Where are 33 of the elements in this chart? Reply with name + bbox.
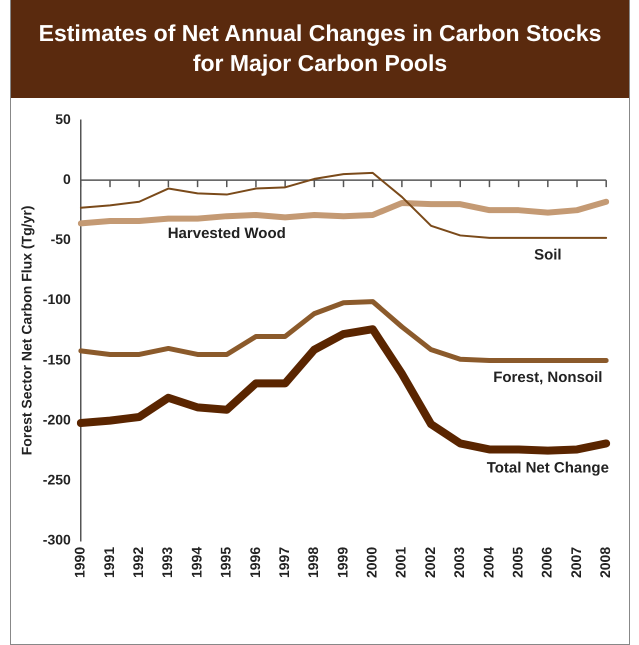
x-tick-label: 2007: [568, 546, 584, 578]
x-tick-label: 1993: [159, 546, 176, 578]
x-tick-label: 1997: [276, 546, 292, 578]
y-axis-title: Forest Sector Net Carbon Flux (Tg/yr): [18, 206, 34, 456]
x-tick-label: 1991: [100, 546, 117, 578]
x-tick-label: 1999: [334, 546, 350, 578]
x-tick-label: 2001: [392, 546, 409, 578]
x-tick-label: 2004: [480, 546, 496, 578]
y-tick-label: -50: [50, 231, 72, 248]
x-tick-label: 2002: [422, 546, 438, 578]
series-label: Soil: [534, 246, 562, 264]
y-tick-label: 50: [55, 110, 72, 127]
x-tick-label: 1995: [218, 546, 234, 578]
y-tick-label: -200: [42, 411, 72, 428]
x-tick-label: 2006: [538, 546, 555, 578]
series-label: Forest, Nonsoil: [493, 369, 602, 386]
y-tick-label: -250: [42, 472, 72, 488]
x-tick-label: 2005: [509, 546, 526, 578]
x-tick-label: 1990: [72, 546, 88, 578]
x-tick-label: 1996: [246, 546, 263, 578]
series-label: Total Net Change: [486, 459, 609, 476]
x-tick-label: 1994: [188, 546, 204, 578]
chart-title: Estimates of Net Annual Changes in Carbon Stocks for Major Carbon Pools: [11, 0, 629, 98]
y-tick-label: 0: [63, 170, 72, 187]
y-tick-label: -100: [42, 291, 72, 308]
series-label: Harvested Wood: [168, 224, 286, 242]
y-tick-label: -300: [42, 532, 72, 548]
x-tick-label: 1998: [305, 546, 322, 578]
x-tick-label: 2003: [451, 546, 468, 578]
y-tick-label: -150: [42, 351, 72, 368]
x-tick-label: 1992: [130, 546, 146, 578]
x-tick-label: 2000: [364, 546, 380, 578]
x-tick-label: 2008: [597, 546, 614, 578]
